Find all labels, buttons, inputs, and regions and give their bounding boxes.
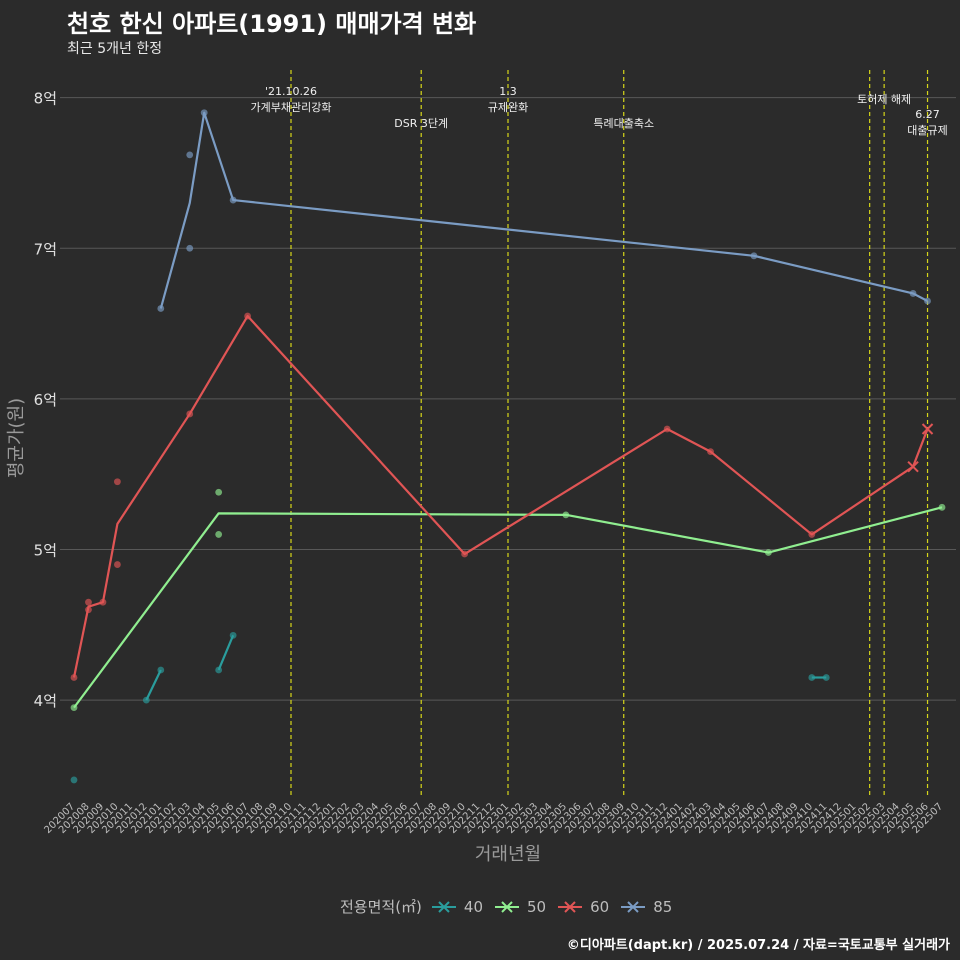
series-50 bbox=[70, 488, 946, 712]
event-label: 1.3 bbox=[499, 85, 517, 98]
legend-key-60 bbox=[558, 900, 583, 913]
legend-key-85 bbox=[621, 900, 646, 913]
data-point-60 bbox=[461, 550, 468, 558]
data-point-60 bbox=[70, 674, 78, 681]
data-point-40 bbox=[229, 631, 237, 639]
legend-label-40: 40 bbox=[463, 897, 483, 916]
data-point-85 bbox=[186, 244, 194, 252]
series-line-60 bbox=[72, 314, 929, 678]
data-point-60 bbox=[99, 598, 107, 606]
data-point-40 bbox=[142, 696, 150, 704]
data-point-60 bbox=[808, 531, 816, 538]
data-point-60 bbox=[663, 425, 671, 433]
data-point-40 bbox=[822, 674, 830, 681]
data-point-85 bbox=[750, 252, 758, 260]
series-line-40 bbox=[145, 669, 162, 701]
data-point-40 bbox=[215, 666, 223, 674]
data-point-85 bbox=[924, 297, 931, 305]
y-axis-label: 평균가(원) bbox=[6, 398, 27, 478]
data-point-60 bbox=[114, 478, 121, 486]
y-tick-label: 7억 bbox=[34, 240, 57, 258]
event-label: DSR 3단계 bbox=[394, 117, 448, 130]
series-40 bbox=[70, 631, 830, 784]
data-point-40 bbox=[70, 776, 78, 784]
data-point-50 bbox=[215, 531, 223, 538]
y-tick-label: 8억 bbox=[34, 90, 57, 108]
series-85 bbox=[157, 109, 931, 312]
series-line-85 bbox=[159, 111, 929, 309]
chart-title: 천호 한신 아파트(1991) 매매가격 변화 bbox=[67, 10, 477, 38]
data-x-mark-60 bbox=[921, 423, 934, 435]
legend-title: 전용면적(㎡) bbox=[340, 898, 422, 916]
x-axis-label: 거래년월 bbox=[475, 844, 541, 865]
data-point-85 bbox=[229, 196, 237, 204]
legend-label-50: 50 bbox=[527, 897, 547, 916]
event-label: 6.27 bbox=[915, 108, 940, 121]
data-point-60 bbox=[114, 561, 121, 568]
event-label: 토허제 해제 bbox=[857, 92, 911, 106]
event-label: 특례대출축소 bbox=[593, 117, 654, 130]
event-label: '21.10.26 bbox=[265, 85, 317, 98]
event-label: 대출규제 bbox=[907, 124, 947, 137]
data-point-50 bbox=[215, 488, 223, 496]
data-point-60 bbox=[85, 598, 92, 606]
source-caption: ©디아파트(dapt.kr) / 2025.07.24 / 자료=국토교통부 실… bbox=[566, 938, 950, 953]
legend-key-40 bbox=[431, 900, 456, 913]
legend-item-40[interactable]: 40 bbox=[430, 898, 483, 916]
legend-label-85: 85 bbox=[653, 897, 673, 916]
data-point-60 bbox=[707, 448, 714, 455]
event-label: 규제완화 bbox=[488, 101, 528, 114]
data-point-50 bbox=[562, 511, 570, 519]
data-point-85 bbox=[909, 290, 917, 297]
data-point-40 bbox=[808, 674, 816, 681]
axis-layer: 4억5억6억7억8억202007202008202009202010202011… bbox=[34, 90, 946, 836]
data-x-mark-60 bbox=[907, 460, 919, 473]
y-tick-label: 6억 bbox=[34, 391, 57, 409]
chart-subtitle: 최근 5개년 한정 bbox=[67, 41, 163, 57]
data-point-60 bbox=[186, 410, 194, 418]
data-point-60 bbox=[244, 312, 252, 320]
data-point-85 bbox=[186, 151, 194, 159]
legend-key-50 bbox=[495, 900, 519, 913]
data-point-40 bbox=[157, 666, 165, 674]
legend-item-60[interactable]: 60 bbox=[556, 898, 609, 916]
legend-item-50[interactable]: 50 bbox=[493, 898, 546, 916]
data-point-85 bbox=[157, 305, 165, 312]
data-point-85 bbox=[200, 109, 208, 117]
data-point-60 bbox=[85, 606, 92, 614]
y-tick-label: 4억 bbox=[34, 692, 57, 710]
legend-label-60: 60 bbox=[590, 897, 610, 916]
data-point-50 bbox=[70, 704, 78, 712]
data-point-50 bbox=[938, 503, 946, 511]
y-tick-label: 5억 bbox=[34, 541, 57, 559]
event-label: 가계부채관리강화 bbox=[251, 101, 332, 114]
series-line-40 bbox=[217, 634, 235, 671]
legend: 전용면적(㎡) 40 50 60 85 bbox=[340, 896, 682, 917]
series-60 bbox=[70, 312, 934, 681]
series-layer bbox=[70, 109, 946, 784]
legend-item-85[interactable]: 85 bbox=[619, 898, 672, 916]
data-point-50 bbox=[765, 549, 772, 556]
